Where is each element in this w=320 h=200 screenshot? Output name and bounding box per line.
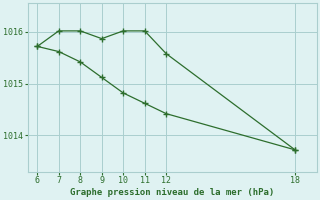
X-axis label: Graphe pression niveau de la mer (hPa): Graphe pression niveau de la mer (hPa): [70, 188, 274, 197]
